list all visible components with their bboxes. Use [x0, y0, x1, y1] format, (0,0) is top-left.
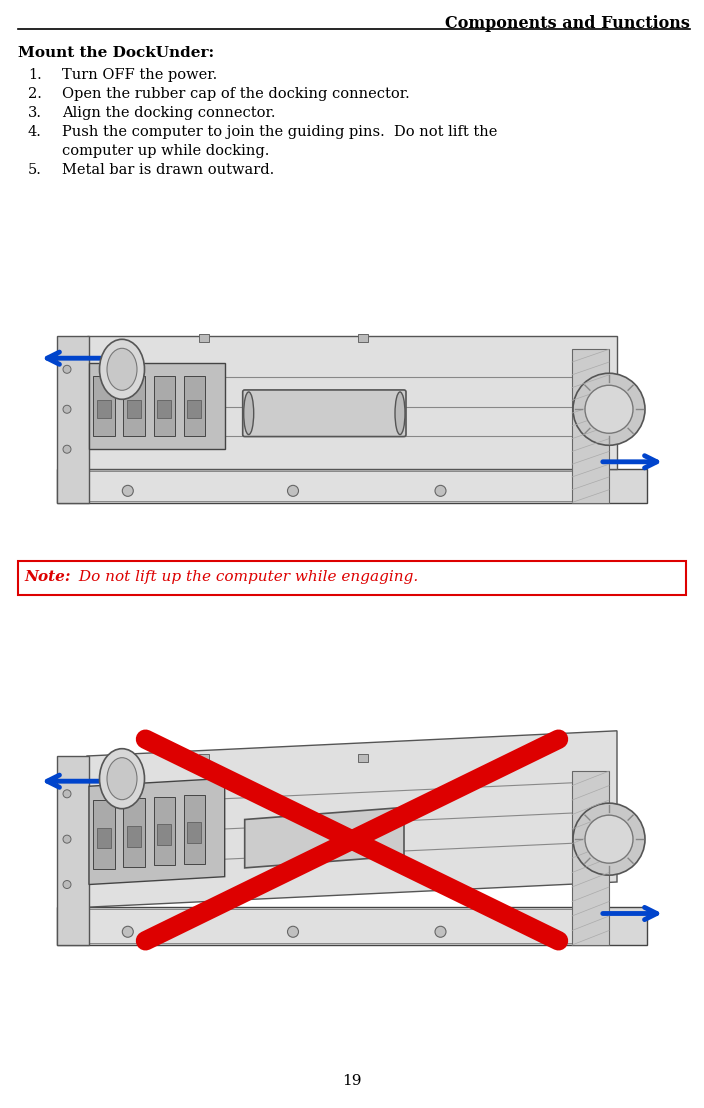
Text: Note:: Note: — [24, 570, 70, 584]
Text: Components and Functions: Components and Functions — [445, 16, 690, 32]
Bar — [123, 376, 145, 437]
Circle shape — [122, 485, 133, 496]
Bar — [153, 376, 175, 437]
Bar — [184, 794, 206, 863]
Bar — [157, 400, 171, 418]
Text: computer up while docking.: computer up while docking. — [62, 144, 270, 158]
Bar — [97, 400, 111, 418]
Text: Do not lift up the computer while engaging.: Do not lift up the computer while engagi… — [74, 570, 418, 584]
Bar — [97, 828, 111, 849]
Circle shape — [435, 926, 446, 937]
Bar — [93, 800, 115, 869]
Circle shape — [287, 926, 298, 937]
Ellipse shape — [395, 392, 405, 434]
Text: 1.: 1. — [28, 68, 42, 82]
Circle shape — [585, 386, 633, 433]
Circle shape — [63, 445, 71, 453]
Text: Align the docking connector.: Align the docking connector. — [62, 106, 275, 120]
Polygon shape — [89, 779, 225, 884]
Text: Turn OFF the power.: Turn OFF the power. — [62, 68, 218, 82]
Circle shape — [573, 373, 645, 445]
Circle shape — [585, 815, 633, 863]
Bar — [127, 400, 141, 418]
Bar — [87, 336, 617, 469]
Ellipse shape — [99, 749, 144, 809]
Polygon shape — [87, 731, 617, 907]
FancyBboxPatch shape — [243, 390, 406, 437]
Text: 2.: 2. — [28, 88, 42, 101]
Bar — [187, 822, 201, 843]
Circle shape — [63, 406, 71, 413]
Ellipse shape — [107, 348, 137, 390]
Circle shape — [63, 835, 71, 843]
Bar — [572, 349, 609, 503]
Bar — [358, 334, 367, 342]
Circle shape — [573, 803, 645, 875]
Ellipse shape — [99, 339, 144, 399]
Bar — [199, 755, 208, 762]
Text: Push the computer to join the guiding pins.  Do not lift the: Push the computer to join the guiding pi… — [62, 125, 497, 138]
Text: 3.: 3. — [28, 106, 42, 120]
Circle shape — [122, 926, 133, 937]
Circle shape — [63, 881, 71, 889]
Text: 5.: 5. — [28, 163, 42, 177]
Bar — [199, 334, 208, 342]
FancyBboxPatch shape — [18, 561, 686, 595]
Bar — [127, 825, 141, 847]
Bar — [57, 336, 89, 503]
Circle shape — [287, 485, 298, 496]
FancyBboxPatch shape — [57, 907, 647, 945]
Bar — [187, 400, 201, 418]
Bar — [153, 797, 175, 865]
Bar — [358, 755, 367, 762]
Ellipse shape — [107, 758, 137, 800]
Bar — [184, 376, 206, 437]
Bar — [572, 771, 609, 945]
Polygon shape — [245, 808, 404, 868]
Circle shape — [435, 485, 446, 496]
Bar — [93, 376, 115, 437]
Bar — [123, 799, 145, 868]
Bar — [57, 756, 89, 945]
Circle shape — [63, 366, 71, 373]
Text: Mount the DockUnder:: Mount the DockUnder: — [18, 47, 214, 60]
Text: Open the rubber cap of the docking connector.: Open the rubber cap of the docking conne… — [62, 88, 410, 101]
Bar — [61, 910, 581, 943]
FancyBboxPatch shape — [57, 469, 647, 503]
Bar — [61, 471, 581, 501]
Text: 4.: 4. — [28, 125, 42, 138]
Bar — [89, 362, 225, 449]
Circle shape — [63, 790, 71, 798]
Ellipse shape — [244, 392, 253, 434]
Text: 19: 19 — [342, 1074, 362, 1088]
Text: Metal bar is drawn outward.: Metal bar is drawn outward. — [62, 163, 275, 177]
Bar — [157, 824, 171, 844]
